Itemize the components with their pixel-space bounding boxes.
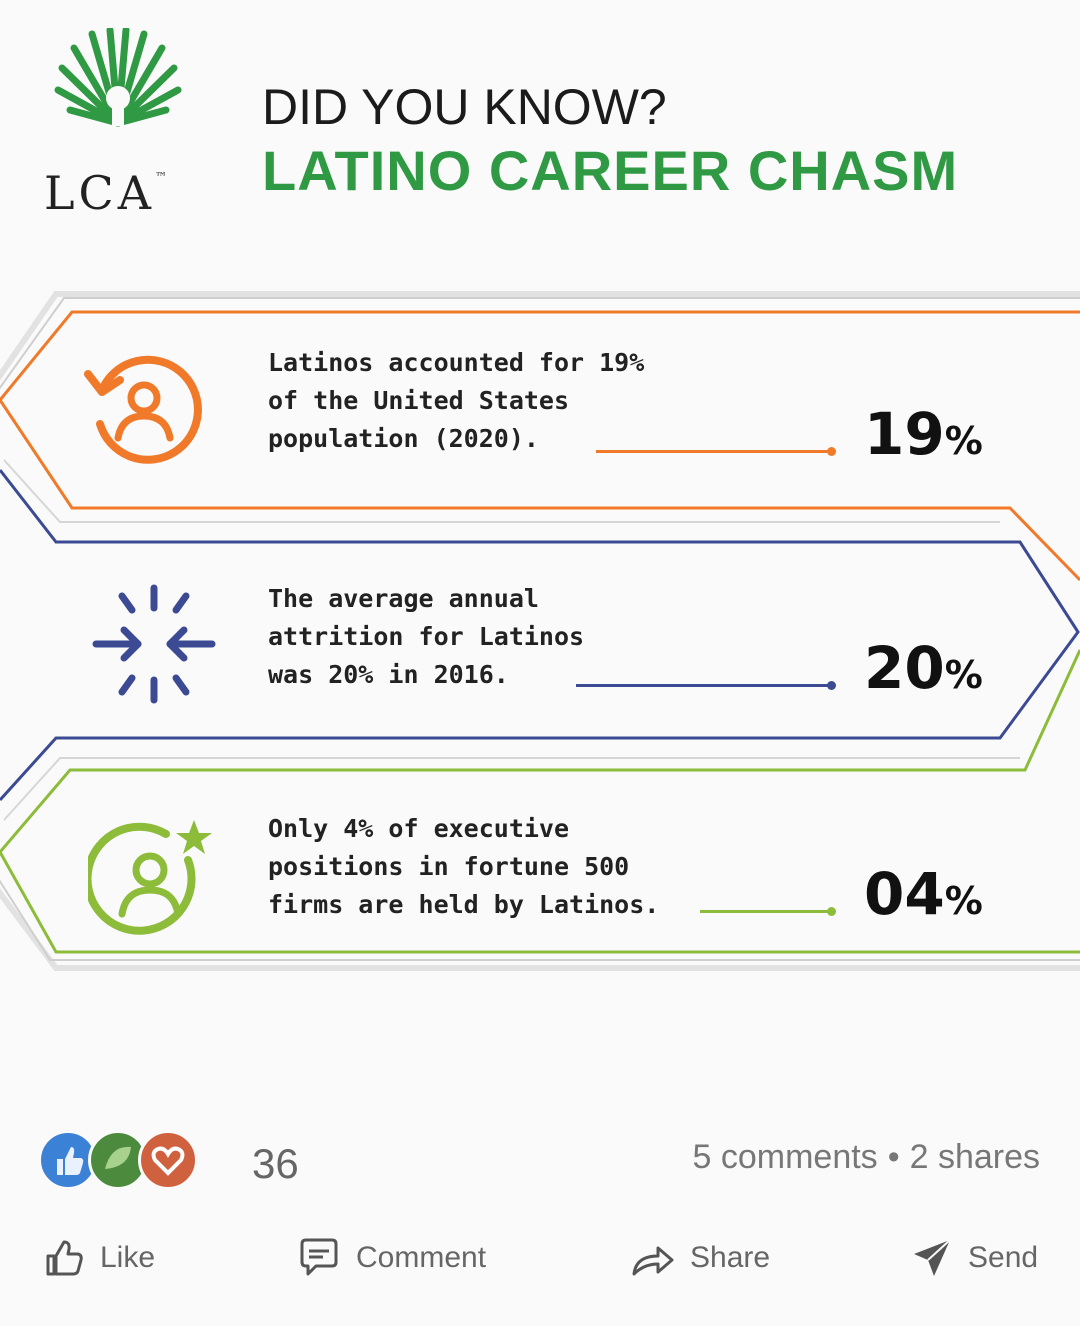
stat-value-population: 19% [864,400,983,468]
comment-icon [300,1238,338,1276]
refresh-user-icon [84,355,202,464]
stat-value-attrition: 20% [864,634,983,702]
comment-button[interactable]: Comment [296,1225,486,1291]
share-label: Share [690,1241,771,1274]
share-arrow-icon [632,1246,674,1276]
share-button[interactable]: Share [630,1225,770,1291]
stat-leader-line [576,681,836,690]
reaction-count: 36 [252,1140,299,1187]
palm-logo-icon [54,28,182,127]
post-title: LATINO CAREER CHASM [262,139,959,202]
logo-wordmark: LCA [44,166,155,220]
stat-text-population: Latinos accounted for 19% of the United … [268,348,645,453]
lca-logo: LCA™ [40,28,240,220]
comment-label: Comment [356,1241,487,1274]
love-reaction-icon [138,1130,198,1190]
support-reaction-icon [88,1130,148,1190]
stats-separator: • [887,1138,900,1176]
like-button[interactable]: Like [42,1225,155,1291]
comments-count-link[interactable]: 5 comments [692,1138,878,1176]
stat-value-executives: 04% [864,860,983,928]
band-frames [0,291,1080,971]
stats-infographic: Latinos accounted for 19% of the United … [0,280,1080,1000]
send-label: Send [968,1241,1039,1274]
converge-arrows-icon [92,584,216,704]
post-stats: 5 comments • 2 shares [693,1138,1041,1177]
post-action-bar: Like Comment Share Send [0,1225,1080,1295]
send-icon [914,1239,951,1276]
stat-text-attrition: The average annual attrition for Latinos… [268,584,585,689]
trademark-mark: ™ [154,170,167,184]
send-button[interactable]: Send [910,1225,1038,1291]
reactions-summary[interactable]: 36 [38,1130,299,1196]
like-label: Like [100,1241,156,1274]
orange-band [0,310,1080,582]
lime-band [0,649,1080,954]
post-header: LCA™ DID YOU KNOW? LATINO CAREER CHASM [0,0,1080,230]
shares-count-link[interactable]: 2 shares [909,1138,1040,1176]
stat-leader-line [700,907,836,916]
stat-leader-line [596,447,836,456]
stat-text-executives: Only 4% of executive positions in fortun… [268,814,660,919]
post-kicker: DID YOU KNOW? [262,79,667,135]
thumbs-up-icon [46,1240,83,1276]
user-star-icon [88,820,212,935]
navy-band [0,469,1080,802]
